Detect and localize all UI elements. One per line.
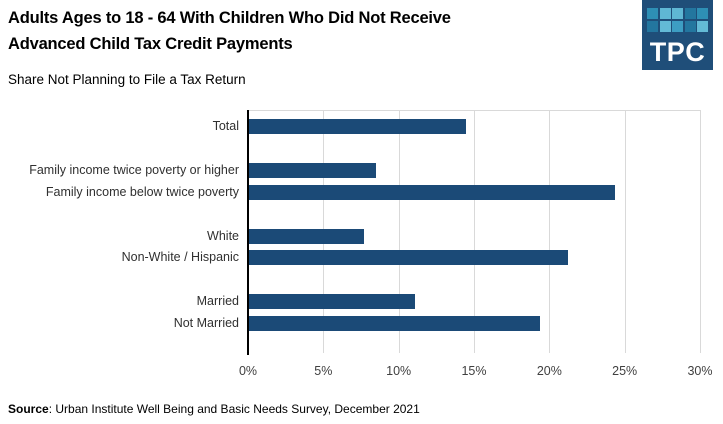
- tpc-logo-tile: [647, 20, 658, 32]
- chart-title: Adults Ages to 18 - 64 With Children Who…: [8, 5, 451, 57]
- category-label: White: [207, 228, 239, 243]
- source-note: Source: Urban Institute Well Being and B…: [8, 402, 420, 416]
- source-text: : Urban Institute Well Being and Basic N…: [48, 402, 420, 416]
- bar: [249, 250, 569, 265]
- gridline: [624, 110, 626, 353]
- tpc-logo-tile: [684, 8, 696, 19]
- x-axis-tick-label: 25%: [612, 364, 638, 378]
- bar: [249, 163, 376, 178]
- tpc-logo-tile: [672, 20, 683, 32]
- bar: [249, 184, 616, 200]
- gridline: [398, 110, 400, 353]
- category-label: Family income twice poverty or higher: [29, 163, 239, 177]
- x-axis-tick-label: 30%: [687, 364, 713, 378]
- tpc-logo-tile: [672, 8, 683, 19]
- chart-subtitle: Share Not Planning to File a Tax Return: [8, 72, 246, 87]
- category-label: Married: [196, 294, 239, 308]
- x-axis-tick-label: 5%: [314, 364, 333, 378]
- x-axis-tick-label: 10%: [386, 364, 412, 378]
- tpc-logo-tile-row: [647, 8, 708, 19]
- tpc-logo: TPC: [642, 0, 713, 70]
- bar: [249, 119, 466, 134]
- category-label: Not Married: [173, 315, 239, 330]
- x-axis-tick-label: 20%: [536, 364, 562, 378]
- category-label: Non-White / Hispanic: [121, 250, 239, 264]
- tpc-logo-tile: [697, 8, 708, 19]
- x-axis-tick-label: 15%: [461, 364, 487, 378]
- y-axis-line: [247, 110, 249, 355]
- bar: [249, 315, 540, 331]
- gridline: [474, 110, 475, 353]
- category-label: Total: [212, 119, 239, 133]
- bar: [249, 294, 415, 309]
- gridline: [549, 110, 551, 353]
- tpc-logo-tile: [697, 20, 708, 32]
- tpc-logo-text: TPC: [649, 37, 706, 67]
- tpc-logo-tile: [647, 8, 658, 19]
- x-axis-tick-label: 0%: [238, 364, 258, 378]
- tpc-logo-tile: [659, 8, 671, 19]
- bar: [249, 228, 364, 244]
- gridline: [700, 110, 701, 353]
- tpc-logo-tile: [659, 20, 671, 32]
- tpc-logo-tile: [684, 20, 696, 32]
- chart-title-line1: Adults Ages to 18 - 64 With Children Who…: [8, 9, 451, 27]
- source-label: Source: [8, 402, 49, 416]
- tpc-logo-tile-row: [647, 20, 708, 32]
- tpc-logo-tiles: [647, 8, 708, 32]
- chart-title-line2: Advanced Child Tax Credit Payments: [8, 35, 293, 53]
- category-label: Family income below twice poverty: [45, 184, 239, 199]
